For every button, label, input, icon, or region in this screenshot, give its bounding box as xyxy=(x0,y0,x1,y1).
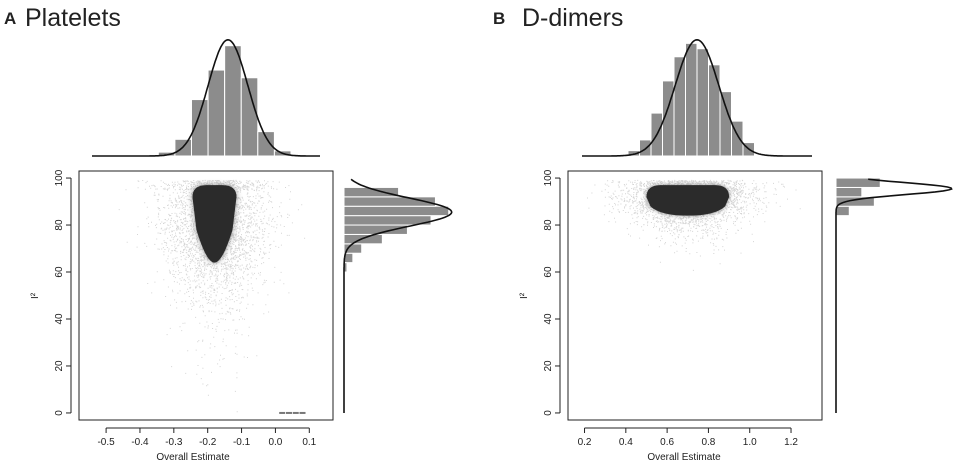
density-curve xyxy=(835,178,953,413)
x-tick-label: 0.6 xyxy=(660,437,674,448)
plot-frame xyxy=(78,170,334,421)
x-tick-label: -0.4 xyxy=(131,437,149,448)
panel-b-xlabel: Overall Estimate xyxy=(647,452,721,462)
panel-b-ylabel: I² xyxy=(519,292,530,299)
x-tick-label: -0.2 xyxy=(199,437,217,448)
y-tick-label: 20 xyxy=(54,360,65,372)
histogram-bar xyxy=(639,139,652,157)
histogram-bar xyxy=(343,224,408,235)
scatter-point xyxy=(292,411,299,414)
panel-b-right-histogram xyxy=(835,177,953,413)
panel-b-scatter-plot: 0.2 0.4 0.6 0.8 1.0 1.2 0 20 40 60 80 100 xyxy=(543,169,823,448)
x-tick-label: -0.1 xyxy=(233,437,251,448)
y-tick-label: 60 xyxy=(543,266,554,278)
scatter-points xyxy=(587,179,801,271)
density-curve xyxy=(582,38,812,157)
histogram-bar xyxy=(257,131,275,157)
scatter-core xyxy=(646,185,730,216)
x-tick-label: 1.2 xyxy=(784,437,798,448)
density-curve xyxy=(92,38,320,157)
panel-a-letter: A xyxy=(4,9,16,28)
scatter-point xyxy=(299,411,306,414)
panel-b-letter: B xyxy=(493,9,505,28)
x-tick-label: 0.8 xyxy=(701,437,715,448)
panel-a-scatter-plot: -0.5 -0.4 -0.3 -0.2 -0.1 0.0 0.1 0 20 40 60 80 100 xyxy=(54,169,334,448)
y-tick-label: 100 xyxy=(543,169,554,186)
scatter-point xyxy=(279,411,286,414)
x-tick-label: 0.1 xyxy=(302,437,316,448)
x-tick-label: 1.0 xyxy=(743,437,757,448)
panel-a-title: Platelets xyxy=(25,4,121,32)
panel-a-xlabel: Overall Estimate xyxy=(156,452,230,462)
x-tick-label: 0.4 xyxy=(619,437,633,448)
histogram-bar xyxy=(343,186,400,198)
histogram-bar xyxy=(207,69,226,157)
plot-frame xyxy=(567,170,823,421)
histogram-bar xyxy=(696,48,709,157)
y-tick-label: 100 xyxy=(54,169,65,186)
scatter-core xyxy=(192,185,237,263)
panel-b-top-histogram xyxy=(582,38,812,157)
histogram-bar xyxy=(343,205,450,217)
histogram-bar xyxy=(835,177,881,188)
x-tick-label: -0.5 xyxy=(97,437,115,448)
histogram-bar xyxy=(719,91,732,157)
histogram-bar xyxy=(343,196,436,207)
panel-a-right-histogram xyxy=(343,178,453,413)
histogram-bar xyxy=(224,45,242,157)
y-tick-label: 20 xyxy=(543,360,554,372)
y-tick-label: 40 xyxy=(54,313,65,325)
scatter-point xyxy=(285,411,292,414)
histogram-bar xyxy=(835,186,863,198)
y-tick-label: 0 xyxy=(54,410,65,416)
y-tick-label: 40 xyxy=(543,313,554,325)
histogram-bar xyxy=(731,120,744,157)
x-tick-label: 0.2 xyxy=(578,437,592,448)
panel-a-top-histogram xyxy=(92,38,320,157)
y-tick-label: 0 xyxy=(543,410,554,416)
y-tick-label: 60 xyxy=(54,266,65,278)
scatter-points xyxy=(118,179,306,414)
y-tick-label: 80 xyxy=(54,219,65,231)
histogram-bar xyxy=(708,64,721,157)
histogram-bar xyxy=(835,205,850,217)
density-curve xyxy=(343,178,453,413)
panel-a-ylabel: I² xyxy=(30,292,41,299)
y-tick-label: 80 xyxy=(543,219,554,231)
panel-b-title: D-dimers xyxy=(522,4,623,32)
x-tick-label: -0.3 xyxy=(165,437,183,448)
x-tick-label: 0.0 xyxy=(268,437,282,448)
histogram-bar xyxy=(685,42,698,157)
